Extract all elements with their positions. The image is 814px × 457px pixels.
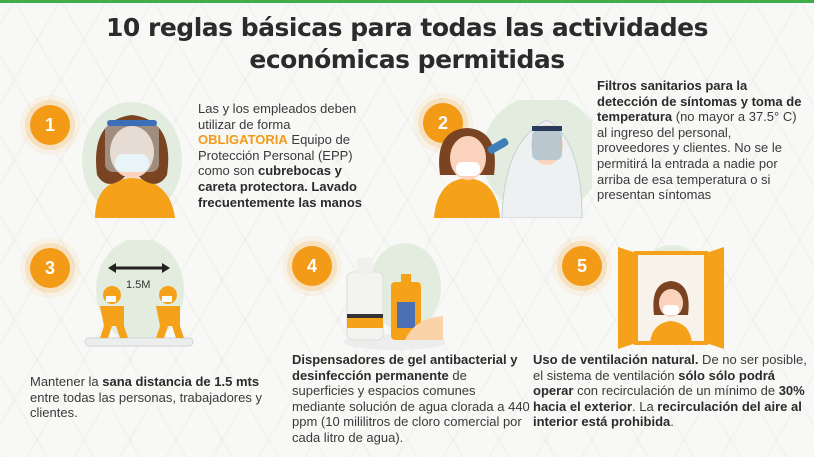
bold-text: sana distancia de 1.5 mts: [102, 374, 260, 389]
temperature-check-illustration: [434, 100, 592, 218]
rule-2-badge: 2: [423, 103, 463, 143]
text-segment: De no ser posible, el sistema de ventila…: [533, 352, 807, 383]
text-segment: Las y los empleados deben utilizar de fo…: [198, 101, 357, 132]
text-segment: entre todas las personas, trabajadores y…: [30, 389, 262, 421]
top-accent-bar: [0, 0, 814, 3]
bold-text: cubrebocas y careta protectora. Lavado f…: [198, 163, 363, 210]
rule-2-text: Filtros sanitarios para la detección de …: [597, 78, 802, 203]
open-window-illustration: [618, 245, 724, 349]
text-segment: con recirculación de un mínimo de: [573, 383, 779, 399]
distance-label: 1.5M: [126, 279, 150, 291]
bold-text: Dispensadores de gel antibacterial y des…: [292, 352, 518, 383]
rule-5-text: Uso de ventilación natural. De no ser po…: [533, 352, 813, 430]
bold-text: sólo sólo podrá operar: [533, 367, 776, 399]
text-segment: (no mayor a 37.5° C) al ingreso del pers…: [597, 109, 797, 203]
bold-text: Filtros sanitarios para la detección de …: [597, 78, 802, 125]
title-line-2: económicas permitidas: [249, 45, 565, 74]
rule-3-badge: 3: [30, 248, 70, 288]
sanitizer-bottles-illustration: [343, 243, 445, 350]
text-segment: .: [670, 414, 674, 430]
rule-4-badge: 4: [292, 246, 332, 286]
bold-text: Uso de ventilación natural.: [533, 352, 699, 367]
employee-face-shield-illustration: [82, 102, 182, 218]
rule-3-text: Mantener la sana distancia de 1.5 mts en…: [30, 374, 280, 421]
text-segment: Mantener la: [30, 374, 103, 389]
rule-5-badge: 5: [562, 246, 602, 286]
page-title: 10 reglas básicas para todas las activid…: [0, 12, 814, 76]
rule-1-badge: 1: [30, 105, 70, 145]
text-segment: . La: [632, 398, 658, 414]
highlight-text: OBLIGATORIA: [198, 132, 288, 148]
bold-text: recirculación del aire al interior está …: [533, 398, 802, 430]
rule-1-text: Las y los empleados deben utilizar de fo…: [198, 101, 373, 210]
bold-text: 30% hacia el exterior: [533, 383, 805, 414]
text-segment: de superficies y espacios comunes median…: [292, 367, 530, 445]
title-line-1: 10 reglas básicas para todas las activid…: [106, 13, 708, 42]
rule-4-text: Dispensadores de gel antibacterial y des…: [292, 352, 532, 446]
social-distance-illustration: 1.5M: [84, 240, 194, 347]
text-segment: Equipo de Protección Personal (EPP) como…: [198, 132, 353, 179]
